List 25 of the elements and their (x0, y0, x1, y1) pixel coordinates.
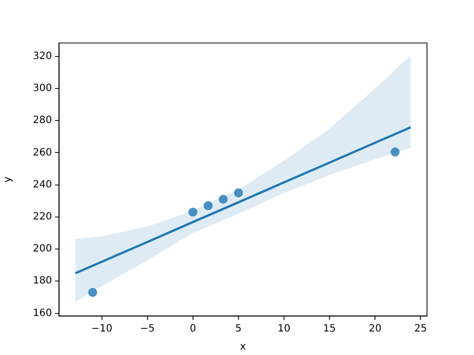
x-tick-label: −5 (140, 324, 155, 335)
point (188, 208, 198, 217)
x-tick-label: 20 (368, 324, 382, 335)
x-tick-label: 15 (323, 324, 336, 335)
x-tick-label: 5 (235, 324, 242, 335)
y-tick-label: 260 (32, 147, 52, 158)
y-tick-label: 180 (32, 276, 52, 287)
point (88, 288, 98, 297)
x-tick-label: 25 (414, 324, 427, 335)
y-tick-label: 240 (32, 179, 52, 190)
y-tick-label: 220 (32, 212, 52, 223)
x-tick-label: −10 (91, 324, 112, 335)
x-tick-label: 0 (190, 324, 196, 335)
y-axis-title: y (2, 176, 14, 182)
y-tick-label: 280 (32, 115, 52, 126)
y-tick-label: 160 (32, 308, 52, 319)
point (218, 194, 228, 204)
x-axis-title: x (240, 342, 246, 353)
y-tick-label: 300 (32, 83, 52, 94)
point (390, 148, 400, 157)
point (204, 201, 213, 210)
y-tick-label: 200 (32, 244, 52, 255)
y-tick-label: 320 (32, 50, 52, 62)
point (234, 188, 243, 198)
x-tick-label: 10 (278, 324, 290, 335)
